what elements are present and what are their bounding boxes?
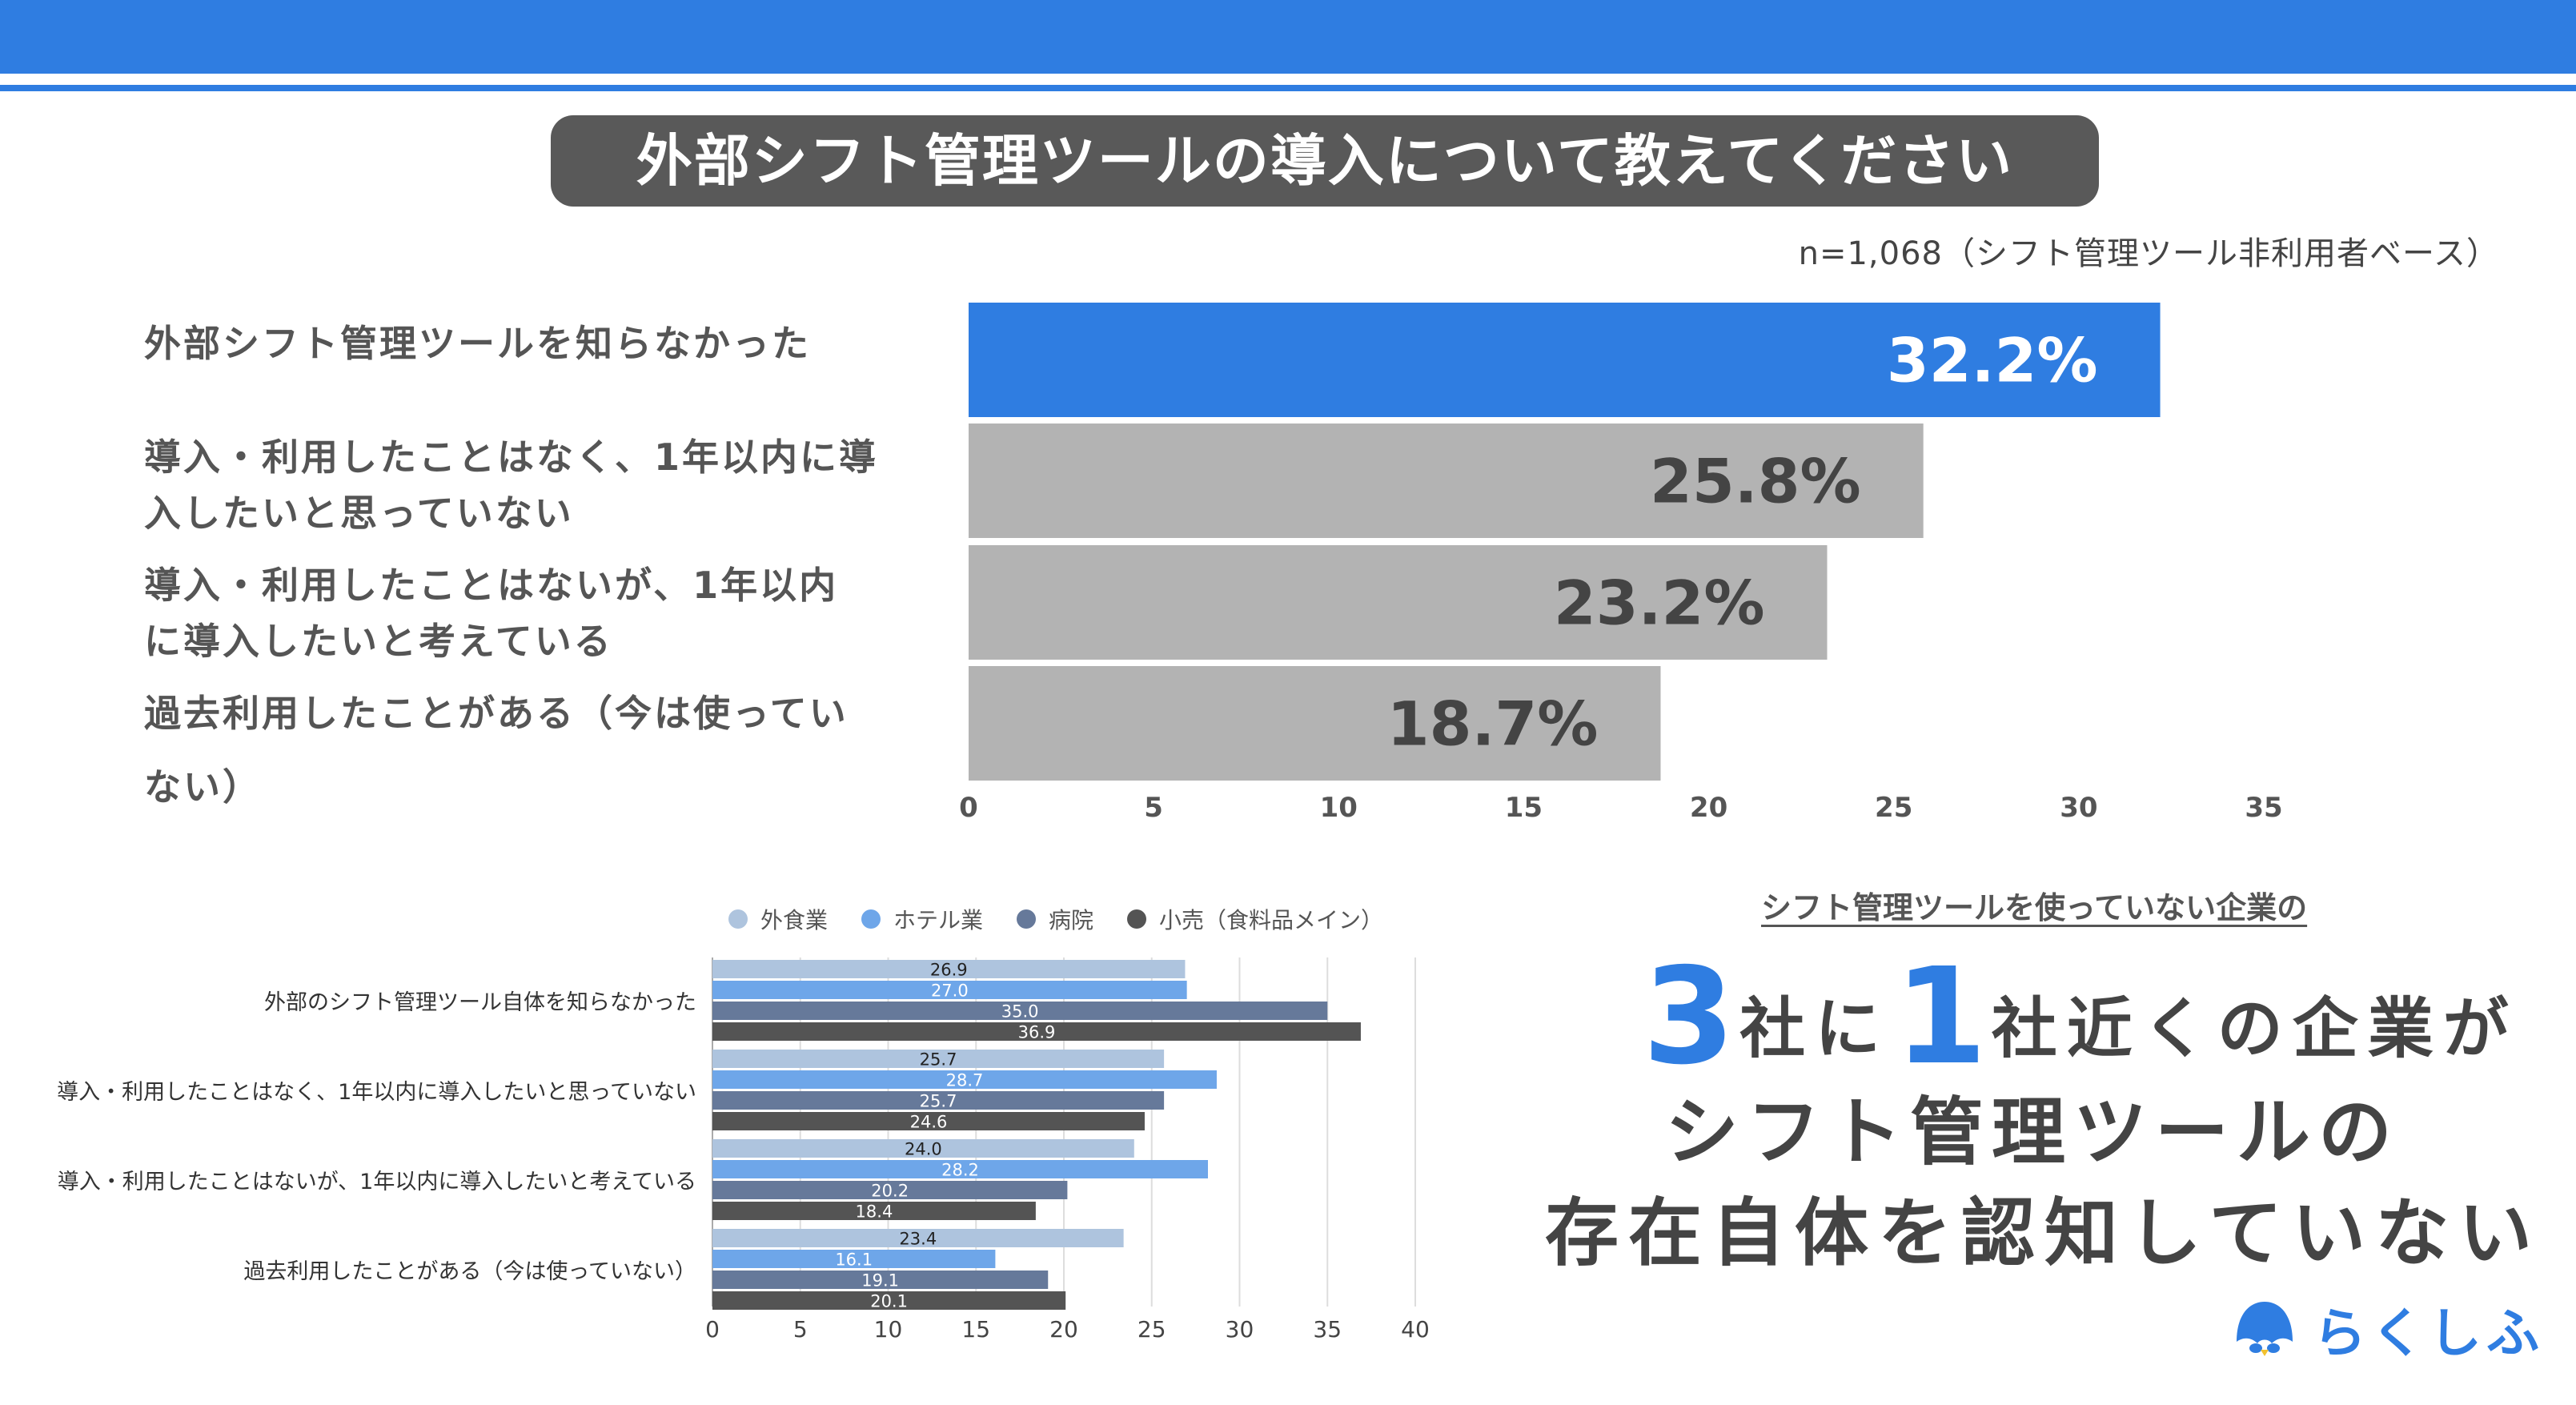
sub-bar-3-3 <box>712 1181 1068 1199</box>
sub-bar-value-label-3-4: 18.4 <box>856 1202 893 1222</box>
top-banner <box>0 0 2576 74</box>
sub-category-label-3: 導入・利用したことはないが、1年以内に導入したいと考えている <box>57 1170 696 1194</box>
brand-name: らくしふ <box>2313 1303 2544 1364</box>
sub-chart-legend: 外食業 ホテル業 病院 小売（食料品メイン） <box>728 903 1383 935</box>
sub-bar-2-4 <box>712 1112 1145 1130</box>
sub-x-tick-15: 15 <box>961 1316 990 1343</box>
headline-line-1: 3 社に 1 社近くの企業が <box>1643 940 2518 1094</box>
headline-number-1: 1 <box>1894 940 1988 1094</box>
main-x-tick-20: 20 <box>1690 792 1727 824</box>
main-bar-3 <box>969 545 1828 660</box>
main-bar-1 <box>969 303 2161 417</box>
headline-number-3: 3 <box>1643 940 1735 1094</box>
sub-bar-4-4 <box>712 1291 1066 1310</box>
sub-x-tick-30: 30 <box>1226 1316 1254 1343</box>
sub-bar-value-label-1-4: 36.9 <box>1018 1023 1056 1042</box>
main-bar-value-label-2: 25.8% <box>1650 446 1861 517</box>
sub-bar-value-label-3-3: 20.2 <box>871 1182 909 1201</box>
sub-bar-value-label-2-3: 25.7 <box>920 1092 957 1111</box>
main-bar-2 <box>969 424 1924 538</box>
sub-bar-4-2 <box>712 1250 996 1268</box>
legend-swatch-hotel <box>861 909 881 929</box>
sub-bar-value-label-2-4: 24.6 <box>910 1113 948 1132</box>
sub-x-tick-20: 20 <box>1049 1316 1078 1343</box>
sub-bar-2-3 <box>712 1091 1165 1110</box>
sub-bar-3-4 <box>712 1202 1036 1220</box>
sub-bar-value-label-1-1: 26.9 <box>930 961 968 980</box>
sub-bar-value-label-2-2: 28.7 <box>946 1071 984 1090</box>
legend-item-hotel: ホテル業 <box>861 903 983 935</box>
sub-x-tick-25: 25 <box>1138 1316 1166 1343</box>
sub-bar-value-label-4-1: 23.4 <box>899 1230 937 1249</box>
sub-bar-1-3 <box>712 1002 1328 1020</box>
legend-item-retail: 小売（食料品メイン） <box>1127 903 1383 935</box>
sub-bar-value-label-4-2: 16.1 <box>835 1250 873 1270</box>
headline-subtitle: シフト管理ツールを使っていない企業の <box>1761 890 2308 925</box>
sub-bar-3-2 <box>712 1160 1208 1178</box>
main-x-tick-30: 30 <box>2060 792 2097 824</box>
penguin-logo-icon <box>2237 1302 2293 1356</box>
sub-bar-value-label-1-3: 35.0 <box>1001 1002 1039 1022</box>
sample-note: n=1,068（シフト管理ツール非利用者ベース） <box>1798 235 2499 272</box>
sub-bar-2-1 <box>712 1050 1165 1068</box>
sub-bar-value-label-1-2: 27.0 <box>931 981 969 1001</box>
top-divider <box>0 85 2576 91</box>
sub-x-tick-10: 10 <box>874 1316 903 1343</box>
sub-bar-value-label-3-1: 24.0 <box>905 1140 942 1159</box>
sub-bar-1-4 <box>712 1022 1361 1041</box>
sub-bar-1-2 <box>712 981 1187 999</box>
sub-x-tick-40: 40 <box>1401 1316 1430 1343</box>
main-category-label-3: 導入・利用したことはないが、1年以内 に導入したいと考えている <box>144 564 839 663</box>
sub-bar-value-label-4-3: 19.1 <box>861 1271 899 1291</box>
sub-x-tick-5: 5 <box>793 1316 808 1343</box>
sub-bar-3-1 <box>712 1139 1134 1158</box>
sub-bar-4-1 <box>712 1229 1124 1247</box>
main-x-tick-5: 5 <box>1144 792 1163 824</box>
main-bar-4 <box>969 666 1661 781</box>
legend-item-restaurant: 外食業 <box>728 903 828 935</box>
legend-swatch-restaurant <box>728 909 748 929</box>
sub-bar-4-3 <box>712 1271 1049 1289</box>
main-bar-value-label-3: 23.2% <box>1554 568 1765 639</box>
sub-bar-value-label-4-4: 20.1 <box>870 1292 908 1311</box>
headline-line-3: 存在自体を認知していない <box>1545 1190 2542 1276</box>
main-bar-value-label-1: 32.2% <box>1887 325 2098 396</box>
legend-swatch-retail <box>1127 909 1147 929</box>
sub-x-tick-0: 0 <box>705 1316 720 1343</box>
sub-category-label-2: 導入・利用したことはなく、1年以内に導入したいと思っていない <box>57 1080 696 1105</box>
main-x-tick-10: 10 <box>1320 792 1358 824</box>
sub-bar-2-2 <box>712 1070 1217 1089</box>
legend-item-hospital: 病院 <box>1017 903 1093 935</box>
main-x-tick-35: 35 <box>2245 792 2282 824</box>
sub-bar-value-label-3-2: 28.2 <box>941 1161 979 1180</box>
main-x-tick-0: 0 <box>959 792 978 824</box>
main-category-label-4: 過去利用したことがある（今は使ってい ない） <box>144 692 849 809</box>
legend-swatch-hospital <box>1017 909 1037 929</box>
page-title: 外部シフト管理ツールの導入について教えてください <box>551 115 2099 207</box>
sub-category-label-1: 外部のシフト管理ツール自体を知らなかった <box>264 990 696 1015</box>
main-category-label-1: 外部シフト管理ツールを知らなかった <box>144 322 811 365</box>
sub-bar-value-label-2-1: 25.7 <box>920 1050 957 1070</box>
main-x-tick-25: 25 <box>1875 792 1912 824</box>
main-category-label-2: 導入・利用したことはなく、1年以内に導 入したいと思っていない <box>144 436 879 535</box>
brand-logo[interactable]: らくしふ <box>2230 1291 2544 1367</box>
main-bar-value-label-4: 18.7% <box>1387 688 1599 760</box>
sub-x-tick-35: 35 <box>1313 1316 1342 1343</box>
sub-category-label-4: 過去利用したことがある（今は使っていない） <box>243 1259 696 1284</box>
main-x-tick-15: 15 <box>1505 792 1543 824</box>
sub-bar-1-1 <box>712 960 1186 978</box>
headline-line-2: シフト管理ツールの <box>1665 1090 2401 1175</box>
